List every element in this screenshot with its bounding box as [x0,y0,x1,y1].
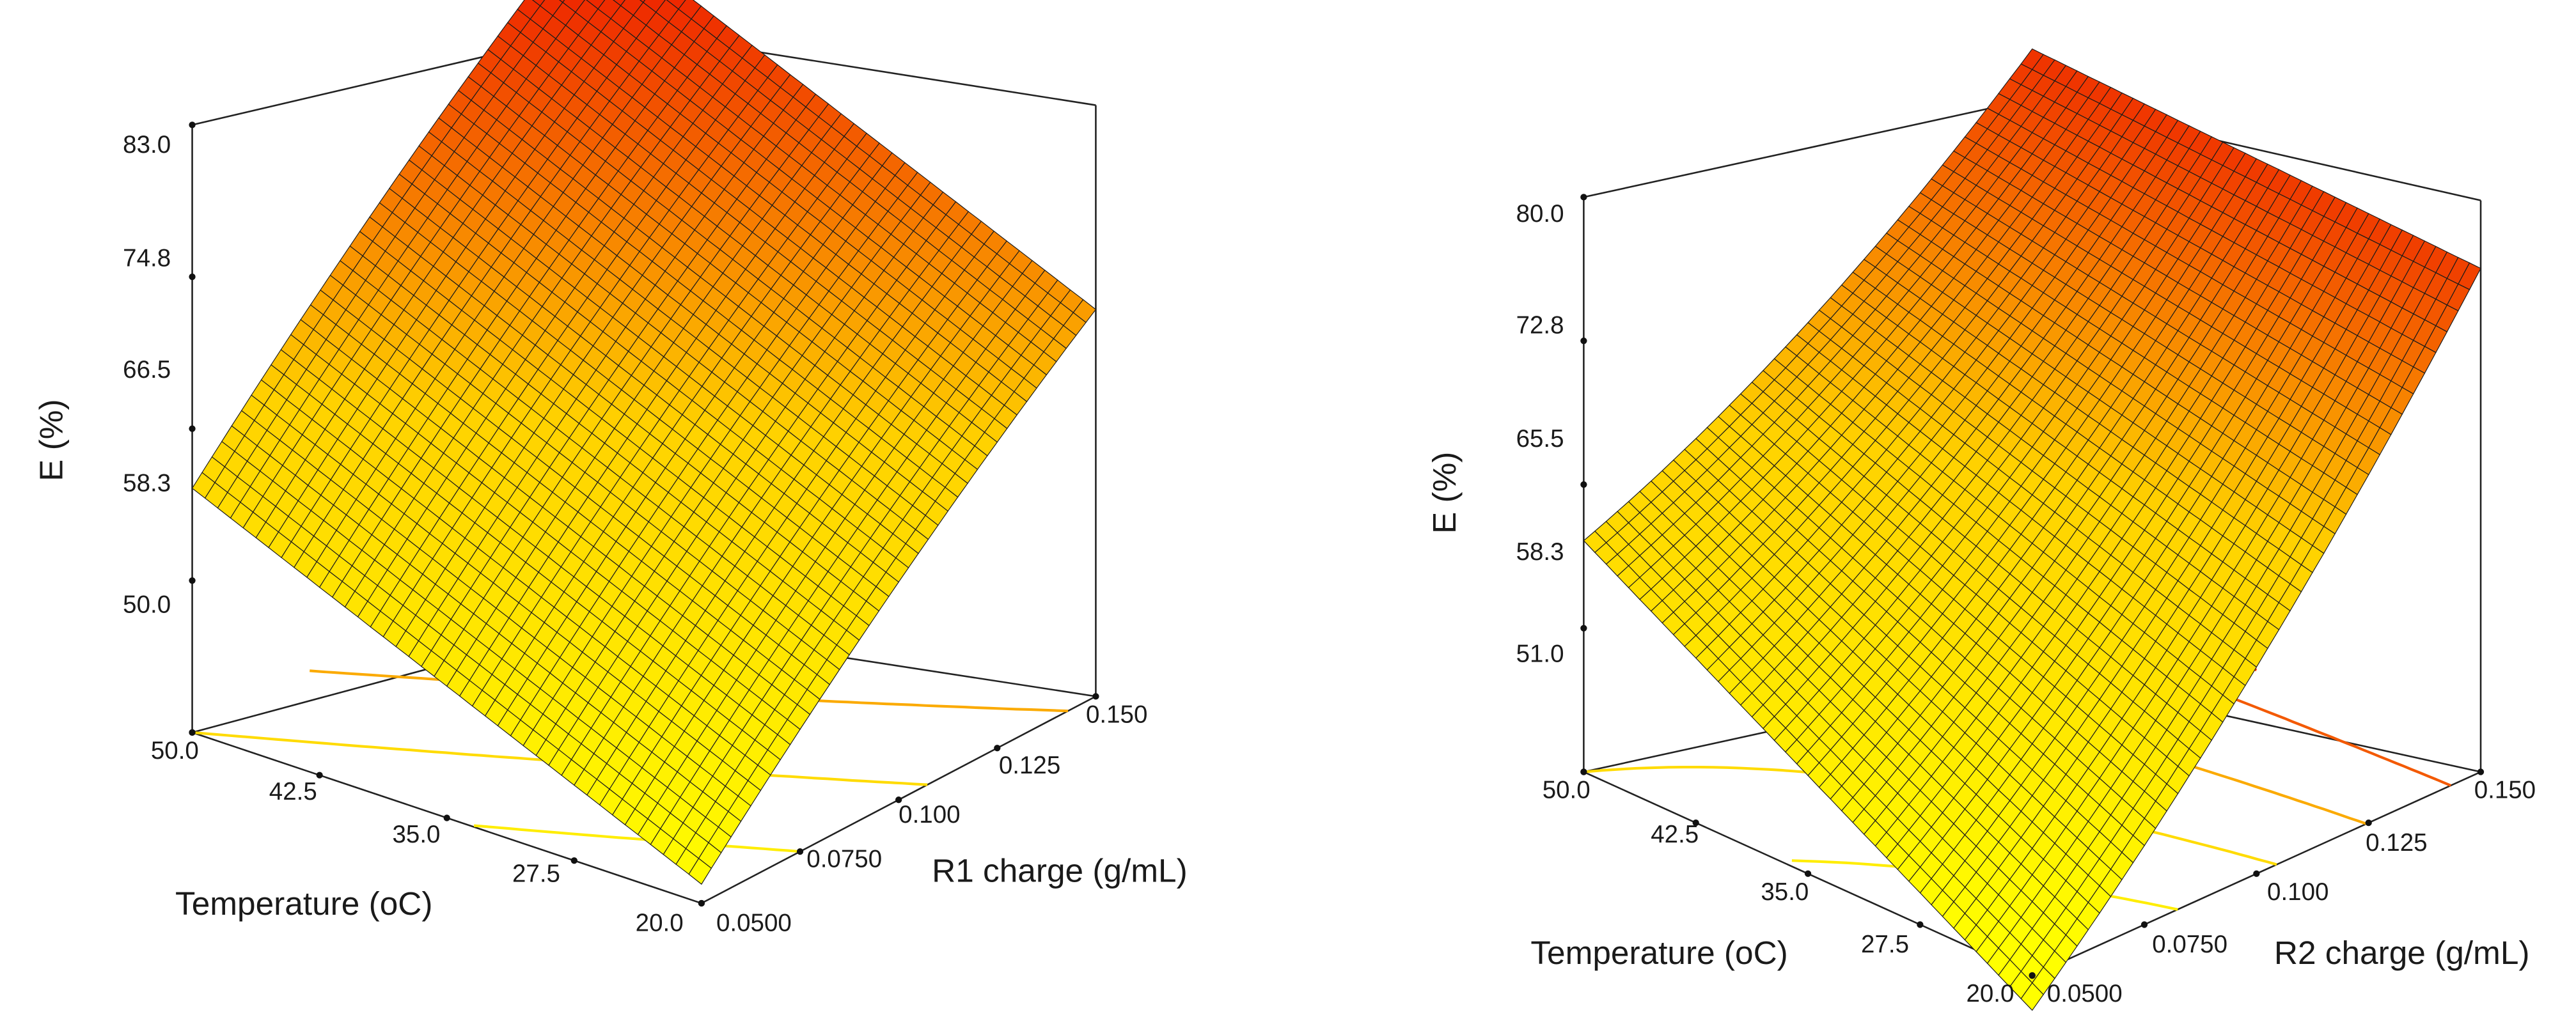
right-surface-chart: 80.0 72.8 65.5 58.3 51.0 50.0 42.5 35.0 … [1425,48,2536,1011]
right-axis-ticks [1580,194,2485,979]
right-z-tick-label: 72.8 [1516,312,1564,339]
y-tick-mark [2253,870,2260,877]
right-x-tick-label: 27.5 [1861,931,1909,958]
x-tick-mark [1580,768,1587,775]
y-tick-mark [2029,972,2036,979]
right-y-tick-label: 0.100 [2267,878,2329,906]
z-tick-mark [189,425,196,432]
left-y-tick-label: 0.150 [1086,701,1147,728]
y-tick-mark [698,899,705,907]
left-x-tick-label: 27.5 [512,860,560,888]
x-tick-mark [1917,921,1924,928]
right-response-surface [1583,48,2481,1011]
left-z-tick-label: 58.3 [123,469,171,497]
x-tick-mark [443,814,450,821]
z-tick-mark [1580,338,1587,345]
y-tick-mark [2365,819,2372,827]
left-axis-ticks [189,121,1099,907]
left-surface-chart: 83.0 74.8 66.5 58.3 50.0 50.0 42.5 35.0 … [33,0,1188,937]
left-z-tick-label: 83.0 [123,131,171,159]
x-tick-mark [1804,870,1812,877]
right-z-tick-label: 51.0 [1516,640,1564,667]
x-tick-mark [316,772,323,779]
right-y-tick-label: 0.0500 [2047,980,2123,1007]
left-y-tick-label: 0.100 [899,801,960,828]
left-z-tick-label: 66.5 [123,356,171,384]
right-y-tick-label: 0.150 [2474,777,2536,804]
right-x-axis-label: Temperature (oC) [1530,934,1787,971]
right-z-tick-label: 80.0 [1516,200,1564,228]
left-y-axis-label: R1 charge (g/mL) [932,852,1188,889]
z-tick-mark [1580,625,1587,632]
z-tick-mark [1580,194,1587,201]
right-x-tick-label: 35.0 [1761,878,1809,906]
y-tick-mark [2140,921,2148,928]
right-x-tick-label: 42.5 [1651,821,1699,848]
x-tick-mark [1692,819,1699,827]
right-z-tick-label: 65.5 [1516,425,1564,453]
floor-contour-line [473,824,801,853]
y-tick-mark [994,745,1001,752]
right-x-tick-label: 20.0 [1966,980,2014,1007]
left-z-tick-label: 74.8 [123,244,171,272]
right-y-tick-label: 0.0750 [2152,931,2227,958]
left-y-tick-label: 0.125 [999,752,1060,779]
left-z-axis-label: E (%) [33,399,70,481]
left-y-tick-label: 0.0750 [806,846,882,873]
left-x-tick-label: 42.5 [269,778,317,805]
y-tick-mark [1092,693,1099,700]
x-tick-mark [189,729,196,736]
y-tick-mark [895,796,902,804]
left-x-tick-label: 35.0 [392,821,440,848]
z-tick-mark [189,121,196,128]
right-z-axis-label: E (%) [1425,452,1463,534]
z-tick-mark [189,577,196,584]
right-x-tick-label: 50.0 [1543,777,1590,804]
x-tick-mark [570,857,577,864]
left-y-tick-label: 0.0500 [716,910,792,937]
y-tick-mark [796,848,804,855]
surface-cell [613,0,626,6]
y-tick-mark [2477,768,2485,775]
left-z-tick-label: 50.0 [123,591,171,618]
z-tick-mark [189,273,196,281]
left-x-tick-label: 20.0 [636,910,684,937]
right-y-tick-label: 0.125 [2366,829,2427,857]
surface-cell [531,0,546,6]
right-z-tick-label: 58.3 [1516,538,1564,566]
z-tick-mark [1580,481,1587,488]
left-response-surface [191,0,1097,885]
right-y-axis-label: R2 charge (g/mL) [2274,934,2530,971]
surface-cell [688,858,712,885]
surface-cell [2020,982,2044,1011]
left-x-axis-label: Temperature (oC) [175,885,432,922]
left-x-tick-label: 50.0 [151,737,199,765]
